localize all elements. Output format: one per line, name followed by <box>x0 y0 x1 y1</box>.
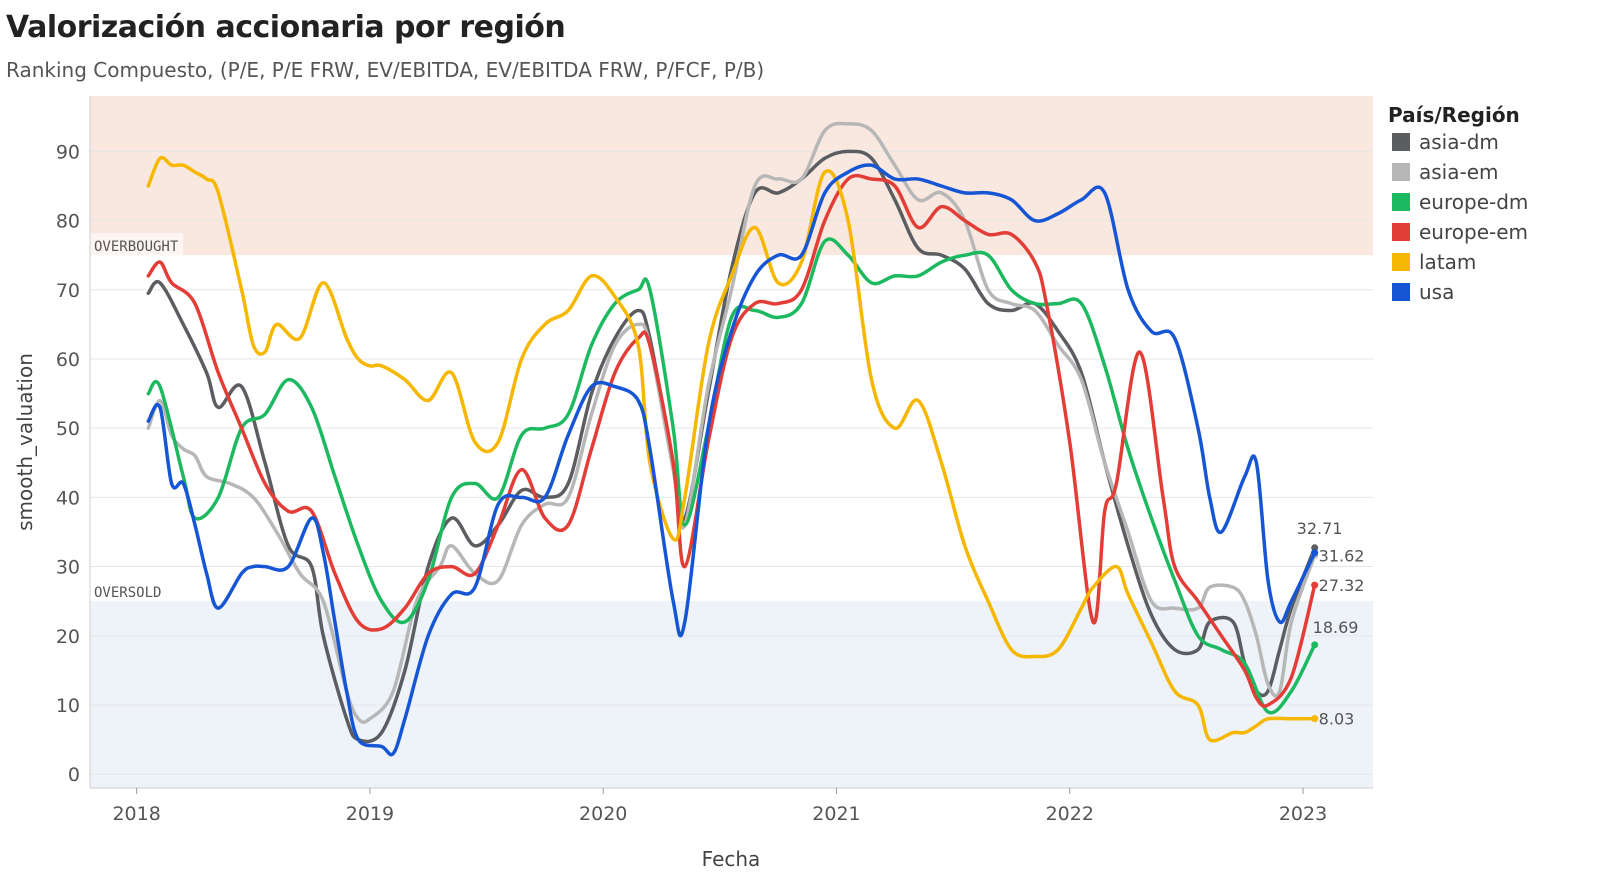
end-label-europe-em: 27.32 <box>1319 576 1365 595</box>
y-tick-40: 40 <box>56 487 80 509</box>
end-label-asia-em: 31.62 <box>1319 546 1365 565</box>
end-label-asia-dm: 32.71 <box>1297 519 1343 538</box>
legend-item-latam: latam <box>1392 250 1476 274</box>
series-line-asia-em <box>146 121 1317 724</box>
legend-label-europe-em: europe-em <box>1419 220 1528 244</box>
y-tick-60: 60 <box>56 349 80 371</box>
x-axis-ticks: 2018 2019 2020 2021 2022 2023 <box>112 788 1327 825</box>
y-tick-0: 0 <box>68 764 80 786</box>
legend-label-usa: usa <box>1419 280 1454 304</box>
y-tick-80: 80 <box>56 211 80 233</box>
y-tick-20: 20 <box>56 626 80 648</box>
x-tick-2023: 2023 <box>1279 803 1327 825</box>
x-axis-title: Fecha <box>702 847 761 871</box>
legend-swatch-usa <box>1392 283 1410 301</box>
zone-label-overbought: OVERBOUGHT <box>94 239 179 255</box>
x-tick-2022: 2022 <box>1046 803 1094 825</box>
series-line-europe-em <box>146 173 1317 708</box>
series-endpoint-europe-dm <box>1311 641 1319 649</box>
legend-item-asia-dm: asia-dm <box>1392 130 1499 154</box>
legend-swatch-europe-em <box>1392 223 1410 241</box>
end-labels: 32.71 31.62 18.69 27.32 8.03 <box>1297 519 1365 729</box>
y-axis-title: smooth_valuation <box>13 353 37 531</box>
series-line-usa <box>146 163 1317 757</box>
y-tick-10: 10 <box>56 695 80 717</box>
series-line-latam <box>146 155 1317 743</box>
legend-item-europe-em: europe-em <box>1392 220 1528 244</box>
end-label-europe-dm: 18.69 <box>1313 618 1359 637</box>
y-tick-50: 50 <box>56 418 80 440</box>
end-label-latam: 8.03 <box>1319 710 1355 729</box>
series-endpoint-latam <box>1311 715 1319 723</box>
y-tick-70: 70 <box>56 280 80 302</box>
x-tick-2019: 2019 <box>346 803 394 825</box>
legend-title: País/Región <box>1388 103 1520 127</box>
chart-subtitle: Ranking Compuesto, (P/E, P/E FRW, EV/EBI… <box>6 58 765 82</box>
legend-label-europe-dm: europe-dm <box>1419 190 1528 214</box>
zone-label-bg <box>90 233 183 256</box>
series-endpoint-asia-dm <box>1311 544 1319 552</box>
legend-item-asia-em: asia-em <box>1392 160 1499 184</box>
zone-label-oversold: OVERSOLD <box>94 585 161 601</box>
legend-item-europe-dm: europe-dm <box>1392 190 1528 214</box>
legend-label-asia-em: asia-em <box>1419 160 1499 184</box>
x-tick-2020: 2020 <box>579 803 627 825</box>
legend-swatch-latam <box>1392 253 1410 271</box>
chart-title: Valorización accionaria por región <box>6 10 566 45</box>
y-axis-ticks: 0 10 20 30 40 50 60 70 80 90 <box>56 141 80 786</box>
series-endpoint-europe-em <box>1311 581 1319 589</box>
legend-label-asia-dm: asia-dm <box>1419 130 1499 154</box>
legend: País/Región asia-dm asia-em europe-dm europe… <box>1388 103 1528 304</box>
legend-swatch-europe-dm <box>1392 193 1410 211</box>
y-tick-90: 90 <box>56 141 80 163</box>
y-tick-30: 30 <box>56 557 80 579</box>
legend-swatch-asia-dm <box>1392 133 1410 151</box>
x-tick-2021: 2021 <box>812 803 860 825</box>
legend-item-usa: usa <box>1392 280 1454 304</box>
zone-bands: OVERBOUGHT OVERSOLD <box>90 96 1373 788</box>
series-endpoint-usa <box>1311 549 1319 557</box>
legend-swatch-asia-em <box>1392 163 1410 181</box>
x-tick-2018: 2018 <box>112 803 160 825</box>
series-lines <box>146 121 1319 757</box>
legend-label-latam: latam <box>1419 250 1476 274</box>
series-line-europe-dm <box>146 237 1317 715</box>
zone-band-0 <box>90 96 1373 256</box>
